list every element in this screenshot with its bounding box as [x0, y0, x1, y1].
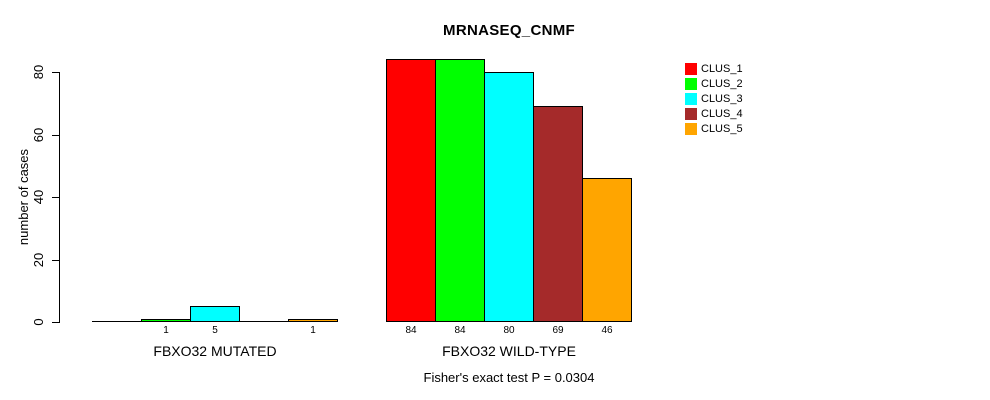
legend: CLUS_1 CLUS_2 CLUS_3 CLUS_4 CLUS_5 [685, 61, 743, 136]
legend-entry-clus_1: CLUS_1 [685, 61, 743, 76]
chart-title: MRNASEQ_CNMF [443, 22, 575, 39]
y-tick-label: 80 [31, 64, 46, 80]
bar-value-label: 1 [163, 325, 169, 336]
category-label: FBXO32 MUTATED [153, 343, 277, 359]
legend-entry-clus_3: CLUS_3 [685, 91, 743, 106]
fisher-test-annotation: Fisher's exact test P = 0.0304 [423, 370, 595, 385]
bar-clus_2 [141, 319, 191, 322]
legend-entry-clus_4: CLUS_4 [685, 106, 743, 121]
y-tick-label: 40 [31, 189, 46, 205]
y-tick-mark [52, 322, 59, 323]
bar-value-label: 84 [454, 325, 466, 336]
legend-entry-clus_5: CLUS_5 [685, 121, 743, 136]
bar-value-label: 46 [601, 325, 613, 336]
bar-value-label: 1 [310, 325, 316, 336]
y-tick-label: 0 [31, 318, 46, 326]
legend-label: CLUS_1 [701, 62, 743, 75]
y-tick-mark [52, 197, 59, 198]
y-tick-mark [52, 135, 59, 136]
bar-clus_4 [533, 106, 583, 322]
legend-swatch-icon [685, 92, 697, 105]
y-tick-mark [52, 260, 59, 261]
y-tick-label: 20 [31, 252, 46, 268]
bar-value-label: 69 [552, 325, 564, 336]
y-axis-title: number of cases [16, 148, 31, 246]
bar-clus_3 [190, 306, 240, 322]
legend-label: CLUS_4 [701, 107, 743, 120]
bar-clus_4-zero [239, 321, 289, 322]
bar-clus_2 [435, 59, 485, 322]
y-tick-label: 60 [31, 127, 46, 143]
bar-clus_1-zero [92, 321, 142, 322]
legend-swatch-icon [685, 62, 697, 75]
legend-swatch-icon [685, 107, 697, 120]
legend-entry-clus_2: CLUS_2 [685, 76, 743, 91]
y-axis-line [59, 72, 60, 323]
category-label: FBXO32 WILD-TYPE [442, 343, 576, 359]
bar-clus_1 [386, 59, 436, 322]
legend-label: CLUS_2 [701, 77, 743, 90]
legend-swatch-icon [685, 122, 697, 135]
bar-value-label: 84 [405, 325, 417, 336]
bar-value-label: 80 [503, 325, 515, 336]
legend-label: CLUS_5 [701, 122, 743, 135]
bar-clus_5 [582, 178, 632, 322]
legend-swatch-icon [685, 77, 697, 90]
legend-label: CLUS_3 [701, 92, 743, 105]
bar-value-label: 5 [212, 325, 218, 336]
y-tick-mark [52, 72, 59, 73]
bar-clus_5 [288, 319, 338, 322]
bar-clus_3 [484, 72, 534, 322]
